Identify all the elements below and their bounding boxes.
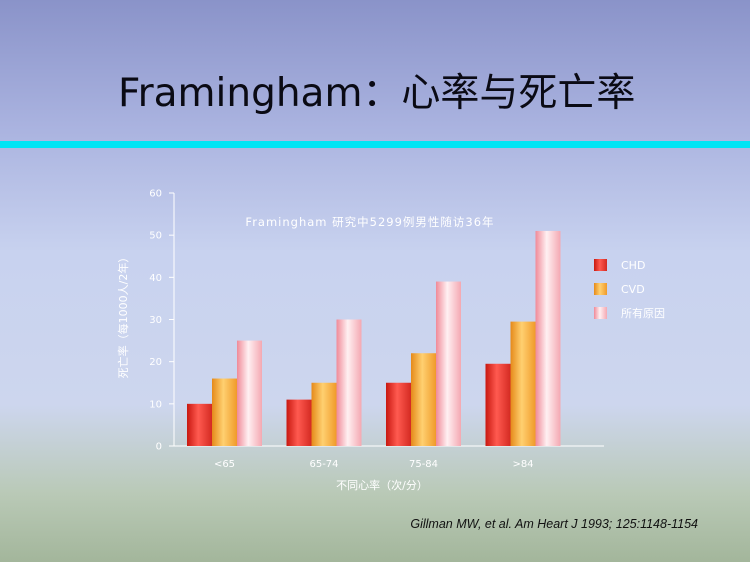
bar-chd-2 — [286, 399, 312, 446]
chart-bars: <65 65-74 75-84 >84 — [187, 230, 561, 470]
legend-label: 所有原因 — [621, 306, 665, 320]
x-tick-label: >84 — [512, 459, 533, 470]
bar-chd-3 — [386, 382, 411, 446]
bar-cvd-1 — [212, 378, 237, 446]
legend-swatch — [594, 307, 607, 319]
bar-所有原因-2 — [336, 319, 362, 446]
y-axis-label: 死亡率（每1000人/2年） — [116, 252, 130, 379]
bar-所有原因-4 — [535, 230, 561, 446]
legend-swatch — [594, 259, 607, 271]
bar-cvd-2 — [311, 382, 337, 446]
y-tick-label: 20 — [149, 357, 162, 368]
x-tick-label: 75-84 — [409, 459, 438, 470]
x-tick-label: 65-74 — [309, 459, 338, 470]
chart-legend: CHD CVD 所有原因 — [594, 259, 665, 320]
bar-cvd-3 — [411, 353, 436, 446]
bar-cvd-4 — [510, 321, 536, 446]
legend-label: CHD — [621, 259, 645, 272]
chart-title: Framingham 研究中5299例男性随访36年 — [245, 215, 494, 229]
bar-chd-1 — [187, 403, 212, 446]
title-divider — [0, 141, 750, 148]
y-tick-label: 30 — [149, 315, 162, 326]
y-tick-label: 60 — [149, 189, 162, 200]
bar-所有原因-1 — [237, 340, 262, 446]
x-tick-label: <65 — [214, 459, 235, 470]
citation: Gillman MW, et al. Am Heart J 1993; 125:… — [410, 517, 698, 531]
slide-title: Framingham：心率与死亡率 — [118, 71, 636, 116]
legend-swatch — [594, 283, 607, 295]
bar-所有原因-3 — [436, 281, 461, 446]
legend-label: CVD — [621, 283, 645, 296]
bar-chd-4 — [485, 363, 511, 446]
x-axis-label: 不同心率（次/分） — [336, 478, 428, 492]
y-tick-label: 10 — [149, 399, 162, 410]
y-tick-label: 40 — [149, 273, 162, 284]
y-tick-label: 50 — [149, 231, 162, 242]
y-tick-label: 0 — [156, 442, 162, 453]
